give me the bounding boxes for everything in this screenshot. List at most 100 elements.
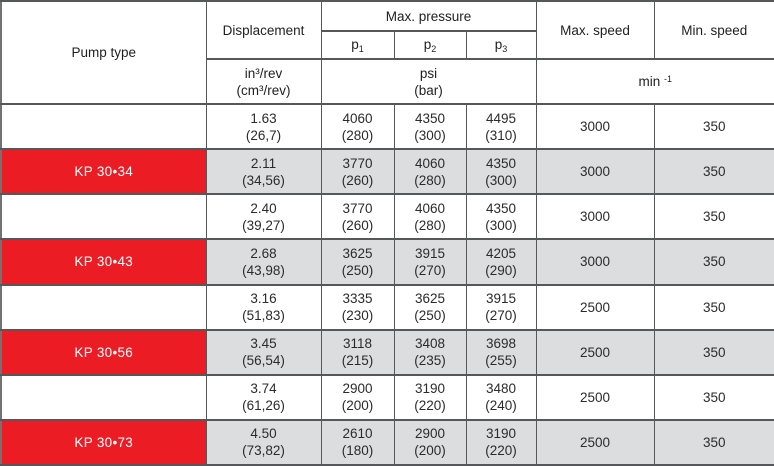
displacement-in-value: 4.50 [250,426,277,442]
p3-psi-value: 4205 [485,245,517,261]
displacement-cell: 4.50 (73,82) [205,418,322,466]
header-p3: p3 [465,30,537,60]
header-max-pressure: Max. pressure [320,0,537,32]
p1-label: p [351,36,359,52]
p3-cell: 4350 (300) [465,193,537,241]
min-speed-value: 350 [702,434,726,450]
table-row: KP 30•38 2.40 (39,27) 3770 (260) 4060 (2… [0,193,774,241]
pump-type-cell: KP 30•38 [0,193,207,241]
p2-psi-value: 4060 [414,200,446,216]
displacement-in-value: 2.68 [250,245,277,261]
table-row: KP 30•56 3.45 (56,54) 3118 (215) 3408 (2… [0,328,774,376]
pump-type-cell: KP 30•61 [0,373,207,421]
displacement-cell: 2.68 (43,98) [205,238,322,286]
p2-psi-value: 3915 [414,245,446,261]
displacement-in-value: 1.63 [250,110,277,126]
max-speed-value: 2500 [579,344,611,360]
displacement-in-value: 3.45 [250,336,277,352]
displacement-in-value: 2.40 [250,200,277,216]
min-speed-cell: 350 [653,418,774,466]
p2-cell: 3625 (250) [393,283,467,331]
pump-type-cell: KP 30•27 [0,102,207,151]
min-speed-cell: 350 [653,283,774,331]
p2-label: p [423,36,432,52]
p2-psi-value: 3190 [414,381,446,397]
pump-type-cell: KP 30•56 [0,328,207,376]
speed-unit-label: min [638,74,664,89]
p3-cell: 3480 (240) [465,373,537,421]
p2-cell: 4350 (300) [393,102,467,151]
header-pump-type: Pump type [0,0,207,105]
displacement-cell: 2.40 (39,27) [205,193,322,241]
max-speed-cell: 3000 [535,193,655,241]
header-pressure-units: psi (bar) [320,58,537,105]
p3-bar-value: (310) [485,127,517,143]
min-speed-cell: 350 [653,238,774,286]
max-speed-cell: 2500 [535,373,655,421]
min-speed-value: 350 [702,119,726,135]
p3-psi-value: 4350 [485,200,517,216]
speed-unit-exponent: -1 [664,74,673,84]
p1-cell: 3770 (260) [320,193,395,241]
displacement-cm-value: (56,54) [242,353,285,369]
p1-bar-value: (230) [341,308,374,324]
p3-psi-value: 4495 [485,110,517,126]
p3-bar-value: (300) [485,217,517,233]
p1-bar-value: (260) [341,172,374,188]
p3-psi-value: 3190 [485,426,517,442]
table-row: KP 30•73 4.50 (73,82) 2610 (180) 2900 (2… [0,418,774,466]
p1-psi-value: 3118 [342,336,373,352]
displacement-in-value: 3.16 [250,291,277,307]
header-max-speed: Max. speed [535,0,655,60]
max-speed-cell: 3000 [535,238,655,286]
p1-bar-value: (250) [341,262,374,278]
p1-psi-value: 2900 [342,381,373,397]
displacement-cm-value: (61,26) [242,398,285,414]
p3-psi-value: 4350 [485,155,517,171]
displacement-cm-value: (73,82) [242,443,285,459]
p2-bar-value: (300) [414,127,446,143]
max-speed-value: 2500 [579,434,611,450]
header-displacement-units: in³/rev (cm³/rev) [205,58,322,105]
min-speed-cell: 350 [653,193,774,241]
displacement-cell: 3.16 (51,83) [205,283,322,331]
displacement-unit-in: in³/rev [244,65,283,81]
min-speed-cell: 350 [653,373,774,421]
p2-cell: 4060 (280) [393,193,467,241]
p3-label: p [494,36,503,52]
pressure-unit-bar: (bar) [414,82,443,98]
p3-psi-value: 3698 [485,336,517,352]
max-speed-value: 3000 [579,119,611,135]
p2-subscript: 2 [431,43,437,54]
header-displacement: Displacement [205,0,322,60]
p1-subscript: 1 [358,43,364,54]
p2-psi-value: 3408 [414,336,446,352]
p2-cell: 3408 (235) [393,328,467,376]
p2-bar-value: (220) [414,398,446,414]
p1-cell: 3335 (230) [320,283,395,331]
table-row: KP 30•27 1.63 (26,7) 4060 (280) 4350 (30… [0,102,774,151]
p3-cell: 4205 (290) [465,238,537,286]
pump-type-cell: KP 30•73 [0,418,207,466]
p3-subscript: 3 [502,43,508,54]
min-speed-cell: 350 [653,148,774,196]
p3-psi-value: 3480 [485,381,517,397]
table-row: KP 30•43 2.68 (43,98) 3625 (250) 3915 (2… [0,238,774,286]
max-speed-value: 2500 [579,299,611,315]
max-speed-cell: 3000 [535,148,655,196]
p2-psi-value: 4350 [414,110,446,126]
p2-psi-value: 3625 [414,291,446,307]
p2-bar-value: (235) [414,353,446,369]
p3-bar-value: (290) [485,262,517,278]
max-speed-value: 3000 [579,254,611,270]
displacement-cm-value: (34,56) [242,172,285,188]
displacement-cm-value: (51,83) [242,308,285,324]
displacement-cm-value: (39,27) [242,217,285,233]
p1-psi-value: 3625 [342,245,373,261]
displacement-cm-value: (26,7) [245,127,282,143]
max-speed-cell: 2500 [535,283,655,331]
p1-bar-value: (215) [341,353,374,369]
p2-psi-value: 4060 [414,155,446,171]
displacement-unit-cm: (cm³/rev) [236,82,291,98]
